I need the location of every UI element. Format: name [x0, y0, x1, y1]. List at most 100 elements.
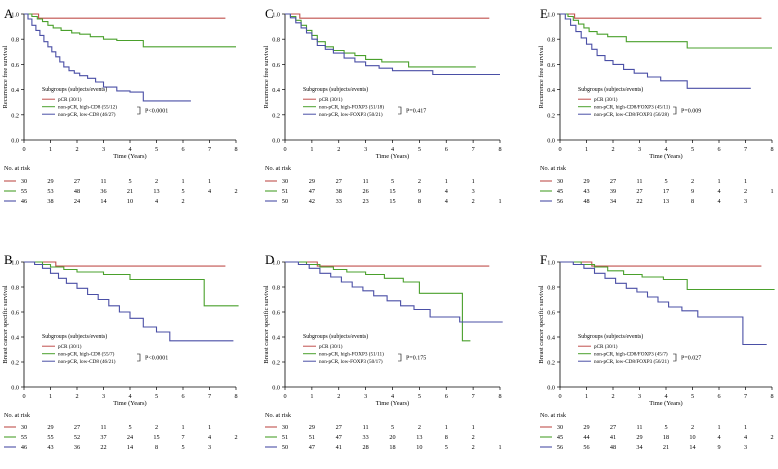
- at-risk-count: 48: [583, 198, 589, 205]
- at-risk-count: 4: [445, 198, 448, 205]
- km-curve-blue: [285, 13, 500, 76]
- km-curve-red: [285, 13, 490, 19]
- at-risk-count: 14: [127, 444, 133, 451]
- x-tick-label: 8: [234, 393, 237, 400]
- at-risk-count: 1: [445, 424, 448, 431]
- at-risk-title: No. at risk: [4, 412, 31, 419]
- at-risk-count: 29: [583, 424, 589, 431]
- x-tick-label: 0: [558, 393, 561, 400]
- panel-letter: E: [540, 6, 548, 21]
- at-risk-count: 27: [610, 424, 616, 431]
- at-risk-count: 39: [610, 188, 616, 195]
- y-tick-label: 0.8: [547, 37, 555, 44]
- km-curve-blue: [560, 261, 767, 346]
- y-tick-label: 0.2: [547, 360, 555, 367]
- at-risk-title: No. at risk: [265, 412, 292, 419]
- legend-entry: non-pCR, high-FOXP3 (51/11): [319, 351, 384, 358]
- at-risk-count: 2: [744, 188, 747, 195]
- at-risk-count: 4: [717, 434, 720, 441]
- at-risk-count: 3: [208, 444, 211, 451]
- at-risk-title: No. at risk: [540, 412, 567, 419]
- at-risk-count: 14: [689, 444, 695, 451]
- at-risk-count: 1: [717, 178, 720, 185]
- y-tick-label: 0.8: [11, 37, 19, 44]
- at-risk-count: 30: [557, 178, 563, 185]
- y-tick-label: 0.6: [11, 62, 19, 69]
- at-risk-count: 55: [21, 188, 27, 195]
- p-value: P=0.175: [406, 356, 426, 362]
- x-axis-label: Time (Years): [649, 400, 682, 407]
- y-tick-label: 0.8: [272, 37, 280, 44]
- at-risk-count: 4: [717, 198, 720, 205]
- x-axis-label: Time (Years): [113, 153, 146, 160]
- at-risk-count: 56: [583, 444, 589, 451]
- at-risk-count: 9: [418, 188, 421, 195]
- x-tick-label: 3: [364, 393, 367, 400]
- at-risk-count: 14: [100, 198, 106, 205]
- at-risk-count: 2: [155, 178, 158, 185]
- panel-letter: A: [4, 6, 14, 21]
- at-risk-count: 33: [336, 198, 342, 205]
- y-tick-label: 0.6: [272, 310, 280, 317]
- y-tick-label: 0.4: [547, 335, 555, 342]
- x-tick-label: 1: [310, 146, 313, 153]
- y-tick-label: 1.0: [547, 260, 555, 267]
- km-curve-blue: [24, 13, 191, 102]
- y-tick-label: 0.2: [11, 112, 19, 119]
- at-risk-count: 43: [583, 188, 589, 195]
- at-risk-count: 50: [282, 444, 288, 451]
- x-tick-label: 1: [49, 393, 52, 400]
- y-tick-label: 0.0: [547, 385, 555, 392]
- at-risk-count: 11: [363, 178, 369, 185]
- at-risk-count: 29: [47, 178, 53, 185]
- at-risk-count: 1: [472, 424, 475, 431]
- legend-title: Subgroups (subjects/events): [578, 86, 643, 93]
- at-risk-count: 1: [472, 178, 475, 185]
- x-tick-label: 7: [744, 146, 747, 153]
- x-tick-label: 2: [611, 146, 614, 153]
- at-risk-count: 11: [101, 424, 107, 431]
- p-value: P=0.417: [406, 109, 426, 115]
- x-tick-label: 3: [638, 393, 641, 400]
- x-tick-label: 5: [155, 146, 158, 153]
- legend-entry: non-pCR, low-FOXP3 (50/17): [319, 358, 383, 365]
- at-risk-count: 47: [336, 434, 342, 441]
- at-risk-count: 56: [557, 198, 563, 205]
- at-risk-count: 2: [418, 424, 421, 431]
- x-tick-label: 5: [155, 393, 158, 400]
- legend-entry: non-pCR, high-CD8 (55/12): [58, 104, 117, 111]
- y-axis-label: Breast cancer specific survival: [538, 285, 545, 363]
- y-tick-label: 0.4: [11, 335, 19, 342]
- y-tick-label: 0.0: [11, 138, 19, 145]
- at-risk-count: 28: [363, 444, 369, 451]
- panel-B: B 0.0 0.2 0.4 0.6 0.8 1.0 0 1 2 3 4 5 6 7 8 Time (Years)…: [2, 252, 239, 451]
- legend-title: Subgroups (subjects/events): [578, 333, 643, 340]
- p-value-bracket: [398, 353, 402, 362]
- at-risk-count: 27: [336, 424, 342, 431]
- x-tick-label: 3: [638, 146, 641, 153]
- y-tick-label: 0.4: [272, 335, 280, 342]
- legend-entry: non-pCR, high-FOXP3 (51/18): [319, 104, 384, 111]
- legend-title: Subgroups (subjects/events): [303, 86, 368, 93]
- at-risk-count: 1: [181, 178, 184, 185]
- at-risk-count: 2: [181, 198, 184, 205]
- at-risk-count: 34: [610, 198, 616, 205]
- at-risk-count: 30: [21, 424, 27, 431]
- legend-entry: pCR (30/1): [319, 343, 343, 350]
- y-tick-label: 0.0: [272, 385, 280, 392]
- legend-title: Subgroups (subjects/events): [42, 86, 107, 93]
- at-risk-count: 3: [744, 198, 747, 205]
- at-risk-count: 2: [691, 424, 694, 431]
- at-risk-count: 30: [557, 424, 563, 431]
- at-risk-count: 27: [610, 178, 616, 185]
- x-tick-label: 8: [498, 393, 501, 400]
- panel-A: A 0.0 0.2 0.4 0.6 0.8 1.0 0 1 2 3 4 5 6 7 8 Time (Years)…: [2, 6, 238, 205]
- y-tick-label: 0.6: [11, 310, 19, 317]
- km-curve-blue: [24, 261, 234, 342]
- y-axis-label: Recurrence free survival: [2, 45, 9, 108]
- at-risk-count: 2: [472, 434, 475, 441]
- at-risk-count: 2: [234, 188, 237, 195]
- at-risk-count: 36: [100, 188, 106, 195]
- at-risk-count: 2: [770, 434, 773, 441]
